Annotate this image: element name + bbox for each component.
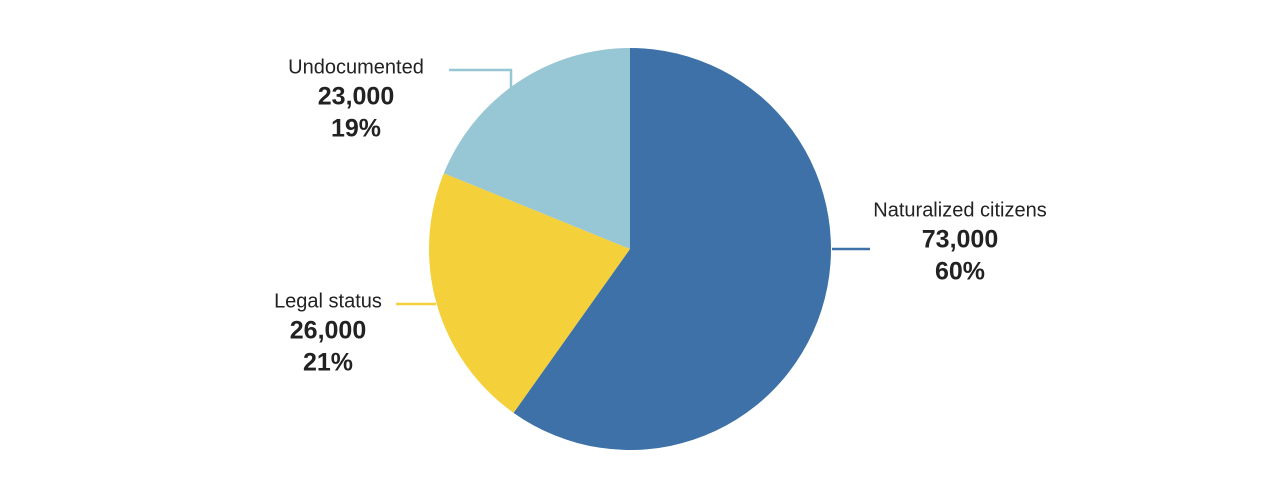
slice-name: Undocumented (288, 56, 424, 78)
slice (513, 48, 831, 450)
value-label: 23,000 (318, 83, 394, 111)
percent-label: 60% (935, 258, 985, 286)
slice (443, 48, 630, 249)
value-label: 26,000 (290, 317, 366, 345)
slice-name: Naturalized citizens (873, 199, 1046, 221)
slice-name: Legal status (274, 290, 382, 312)
percent-label: 21% (303, 349, 353, 377)
slice (428, 173, 630, 413)
leader-line (449, 68, 513, 120)
percent-label: 19% (331, 115, 381, 143)
value-label: 73,000 (922, 226, 998, 254)
